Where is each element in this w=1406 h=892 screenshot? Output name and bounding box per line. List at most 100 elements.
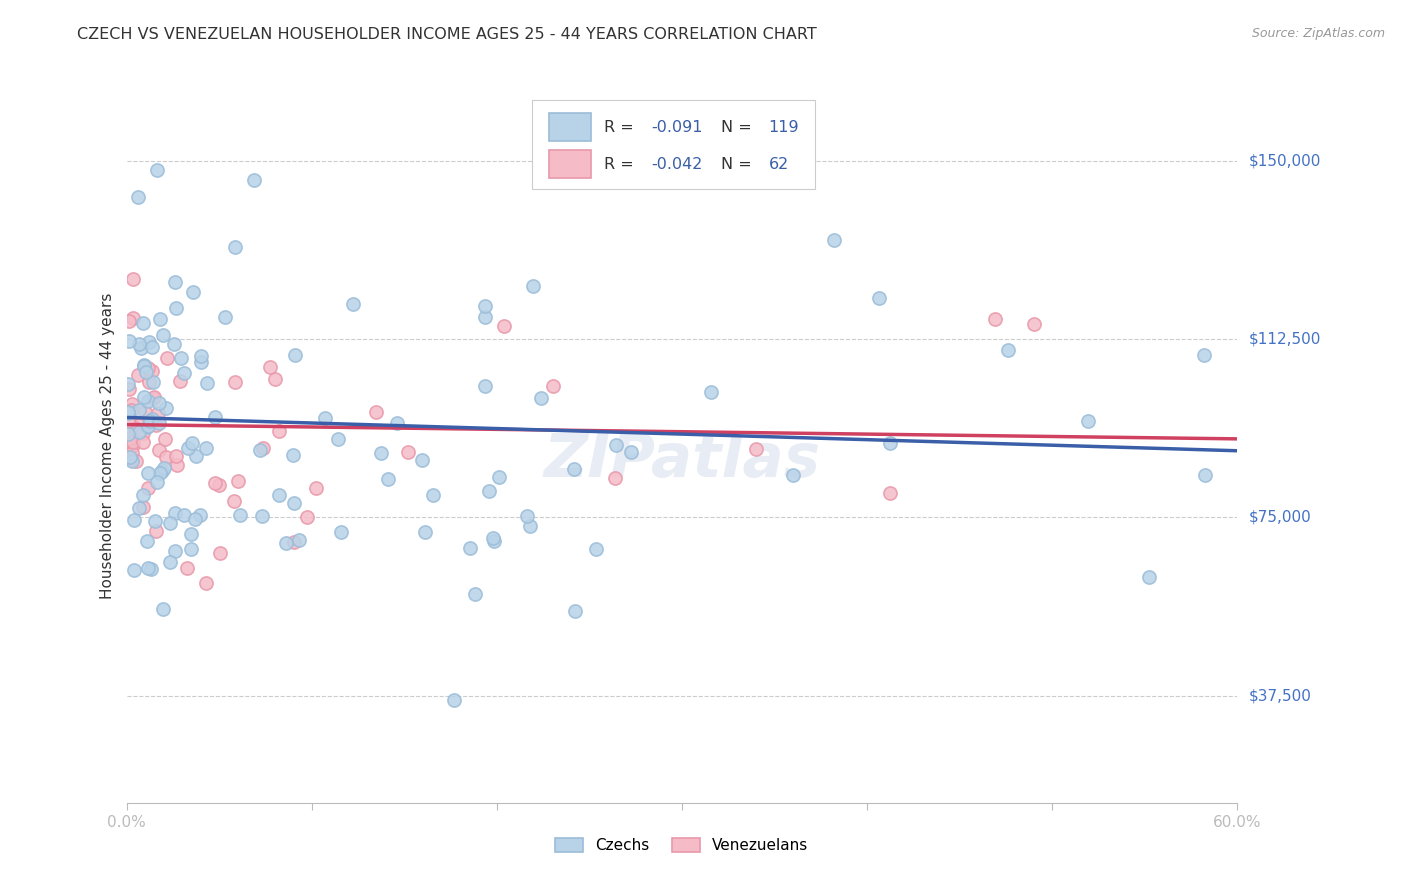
Bar <box>548 112 591 141</box>
Text: ZIPatlas: ZIPatlas <box>543 431 821 490</box>
Point <box>145 418 167 433</box>
Point <box>243 173 266 187</box>
Point <box>120 402 142 417</box>
Point <box>411 453 433 467</box>
Point <box>194 441 217 455</box>
Point <box>564 604 586 618</box>
Point <box>745 442 768 457</box>
Point <box>149 466 172 480</box>
Point <box>141 375 163 389</box>
Point <box>136 360 159 375</box>
Point <box>181 285 204 299</box>
Point <box>1137 570 1160 584</box>
Point <box>135 365 157 379</box>
Point <box>169 351 191 365</box>
Point <box>422 487 444 501</box>
Point <box>214 310 236 324</box>
Point <box>132 425 155 440</box>
Text: $112,500: $112,500 <box>1249 332 1320 346</box>
Point <box>132 316 155 330</box>
Point <box>474 310 496 325</box>
Point <box>181 436 204 450</box>
Point <box>224 375 246 389</box>
Point <box>135 533 157 548</box>
Text: $150,000: $150,000 <box>1249 153 1320 168</box>
Point <box>128 501 150 516</box>
Point <box>879 486 901 500</box>
Point <box>295 510 318 524</box>
Point <box>482 534 505 549</box>
FancyBboxPatch shape <box>531 100 815 189</box>
Point <box>564 462 586 476</box>
Point <box>117 426 139 441</box>
Point <box>177 441 200 455</box>
Text: $37,500: $37,500 <box>1249 689 1312 703</box>
Point <box>474 379 496 393</box>
Point <box>879 435 901 450</box>
Point <box>146 406 169 420</box>
Point <box>121 452 143 467</box>
Point <box>118 382 141 396</box>
Point <box>122 310 145 325</box>
Point <box>135 420 157 434</box>
Point <box>118 432 141 446</box>
Point <box>267 488 290 502</box>
Point <box>132 488 155 502</box>
Point <box>128 425 150 439</box>
Point <box>153 461 176 475</box>
Text: N =: N = <box>721 120 756 135</box>
Point <box>287 533 309 547</box>
Point <box>377 471 399 485</box>
Point <box>284 348 307 362</box>
Point <box>159 516 181 531</box>
Point <box>142 391 165 405</box>
Point <box>136 418 159 433</box>
Point <box>136 560 159 574</box>
Point <box>155 401 177 416</box>
Y-axis label: Householder Income Ages 25 - 44 years: Householder Income Ages 25 - 44 years <box>100 293 115 599</box>
Point <box>1022 317 1045 331</box>
Point <box>222 493 245 508</box>
Point <box>249 442 271 457</box>
Point <box>145 524 167 538</box>
Point <box>146 162 169 177</box>
Point <box>117 414 139 428</box>
Text: CZECH VS VENEZUELAN HOUSEHOLDER INCOME AGES 25 - 44 YEARS CORRELATION CHART: CZECH VS VENEZUELAN HOUSEHOLDER INCOME A… <box>77 27 817 42</box>
Point <box>165 544 187 558</box>
Point <box>138 414 160 428</box>
Point <box>132 500 155 515</box>
Point <box>464 587 486 601</box>
Point <box>176 560 198 574</box>
Text: Source: ZipAtlas.com: Source: ZipAtlas.com <box>1251 27 1385 40</box>
Point <box>396 444 419 458</box>
Point <box>128 403 150 417</box>
Point <box>283 534 305 549</box>
Text: -0.042: -0.042 <box>651 157 702 171</box>
Point <box>184 449 207 463</box>
Text: -0.091: -0.091 <box>651 120 703 135</box>
Point <box>141 411 163 425</box>
Point <box>121 397 143 411</box>
Point <box>482 531 505 545</box>
Point <box>620 444 643 458</box>
Point <box>180 541 202 556</box>
Point <box>252 441 274 455</box>
Point <box>166 458 188 472</box>
Text: $75,000: $75,000 <box>1249 510 1312 524</box>
Point <box>984 311 1007 326</box>
Point <box>141 340 163 354</box>
Point <box>460 541 482 555</box>
Point <box>117 405 139 419</box>
Point <box>264 372 287 386</box>
Point <box>605 438 627 452</box>
Point <box>121 437 143 451</box>
Point <box>329 524 352 539</box>
Point <box>118 450 141 465</box>
Point <box>522 278 544 293</box>
Point <box>492 318 515 333</box>
Point <box>195 576 218 591</box>
Point <box>138 375 160 389</box>
Point <box>519 519 541 533</box>
Point <box>127 368 149 382</box>
Point <box>141 364 163 378</box>
